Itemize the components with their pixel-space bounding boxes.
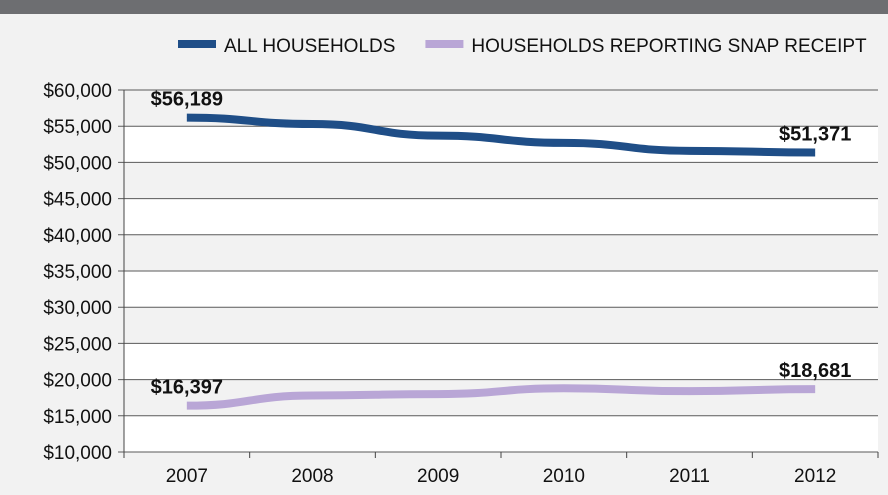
y-tick-label: $50,000 [43,153,112,174]
axes: $60,000 $55,000 $50,000 $45,000 $40,000 $35,0… [43,81,879,487]
y-tick-label: $25,000 [43,334,112,355]
x-tick-label: 2007 [166,466,208,487]
data-label: $16,397 [151,377,223,399]
data-label: $18,681 [779,360,851,382]
y-tick-label: $30,000 [43,298,112,319]
grid-band [124,343,878,380]
y-tick-label: $60,000 [43,81,112,102]
grid-band [124,415,878,452]
grid-band [124,198,878,235]
x-tick-label: 2012 [794,466,836,487]
y-tick-label: $55,000 [43,117,112,138]
legend-swatch [178,40,216,48]
series-lines [186,113,816,410]
data-labels: $56,189 $51,371 $16,397 $18,681 [151,89,852,399]
legend-swatch [425,40,464,48]
legend: ALL HOUSEHOLDS HOUSEHOLDS REPORTING SNAP … [178,36,867,57]
y-tick-label: $45,000 [43,190,112,211]
x-tick-label: 2009 [417,466,459,487]
y-tick-label: $20,000 [43,371,112,392]
chart-background [0,14,888,495]
grid-band [124,126,878,163]
x-tick-label: 2010 [543,466,585,487]
header-bar [0,0,888,14]
y-tick-label: $15,000 [43,407,112,428]
data-label: $51,371 [779,123,851,145]
y-tick-label: $40,000 [43,226,112,247]
gridlines [118,89,878,453]
data-label: $56,189 [151,89,223,111]
y-tick-label: $35,000 [43,262,112,283]
legend-label: HOUSEHOLDS REPORTING SNAP RECEIPT [471,36,867,57]
grid-band [124,271,878,308]
x-tick-label: 2011 [669,466,710,487]
series-line-1 [186,113,816,157]
y-tick-label: $10,000 [43,443,112,464]
series-line-2 [186,384,816,410]
legend-label: ALL HOUSEHOLDS [224,36,395,57]
x-tick-label: 2008 [291,466,333,487]
